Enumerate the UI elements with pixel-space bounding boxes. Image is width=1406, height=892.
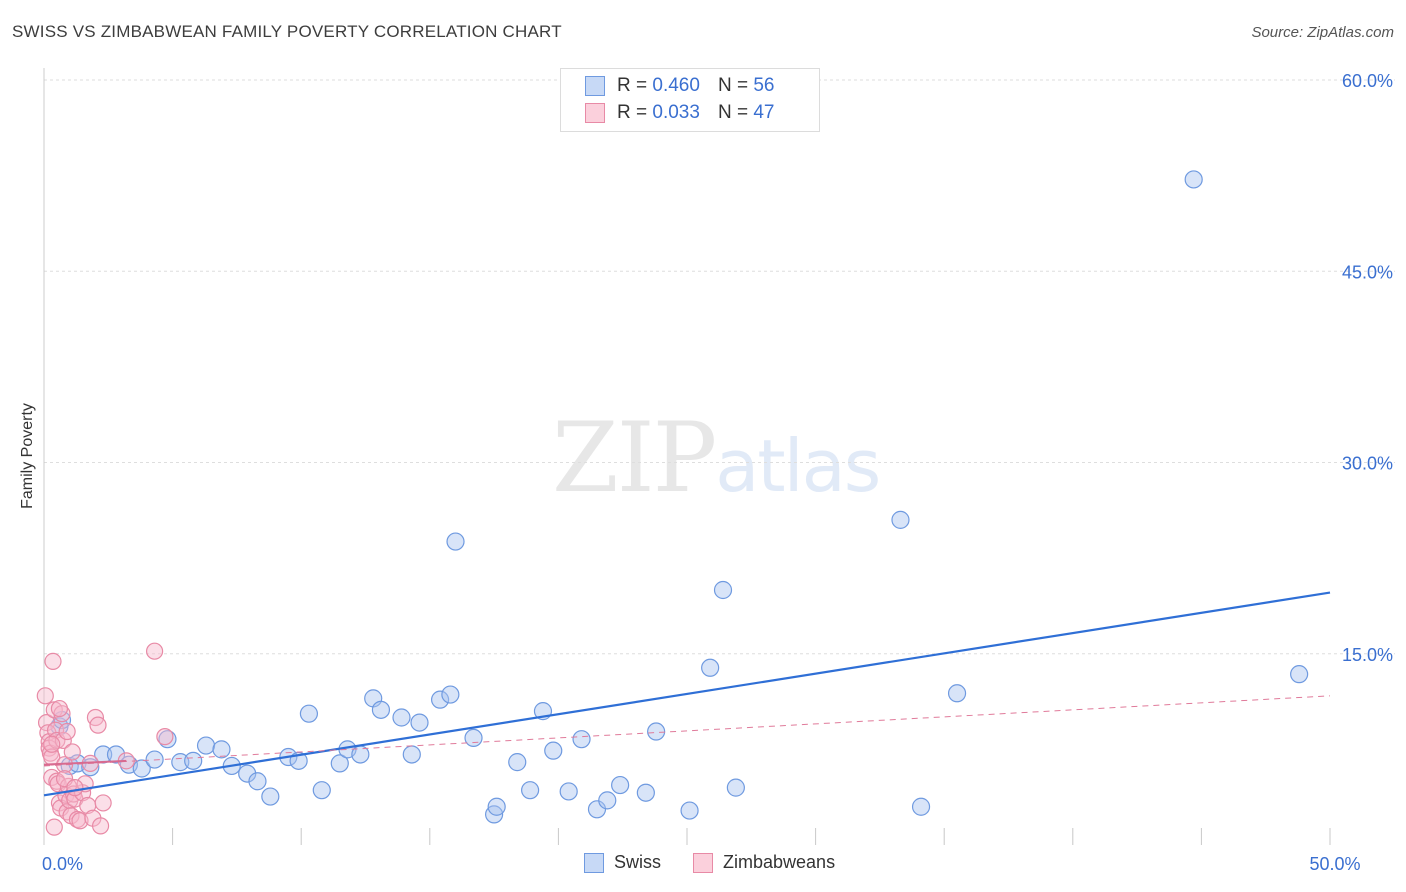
y-tick-label: 15.0% [1342,645,1393,665]
correlation-legend: R = 0.460 N = 56 R = 0.033 N = 47 [560,68,820,132]
swiss-point [248,772,267,791]
legend-r-label: R = [617,75,648,96]
data-points [36,170,1309,836]
series-legend-zimbabweans: Zimbabweans [693,852,835,873]
tick-labels: 15.0% 30.0% 45.0% 60.0% 0.0% 50.0% [42,71,1393,874]
zimbabwean-point [71,812,89,830]
series-swatch-swiss [584,852,604,873]
axes [43,68,1331,845]
zimbabwean-point [156,728,174,746]
legend-n-label: N = [717,75,749,96]
x-tick-label: 50.0% [1309,854,1360,874]
legend-r-value: 0.460 [652,75,700,96]
swiss-point [196,736,216,755]
legend-swatch-zimbabweans [585,103,605,123]
legend-row-zimbabweans: R = 0.033 N = 47 [585,101,774,125]
y-tick-label: 30.0% [1342,454,1393,474]
swiss-point [238,764,257,783]
swiss-point [911,797,931,816]
swiss-point [430,690,450,709]
zimbabwean-point [91,817,110,835]
zimbabwean-point [36,687,54,705]
swiss-point [171,753,190,772]
swiss-point [598,791,617,810]
zimbabwean-point [45,818,63,836]
legend-row-swiss: R = 0.460 N = 56 [585,74,774,98]
swiss-point [713,580,733,600]
legend-n-value: 47 [753,102,775,123]
swiss-point [891,510,910,529]
swiss-point [726,778,745,797]
series-swatch-zimbabweans [693,852,714,873]
swiss-point [441,685,460,704]
zimbabwean-trend-segment [43,759,127,766]
legend-r-label: R = [617,102,648,123]
series-legend-swiss: Swiss [584,852,661,873]
series-label-swiss: Swiss [614,852,662,872]
swiss-point [587,800,607,819]
swiss-point [402,745,421,764]
swiss-point [464,728,483,748]
swiss-point [158,730,177,749]
swiss-point [559,782,578,801]
swiss-point [636,783,655,802]
watermark: ZIPatlas [552,402,881,514]
swiss-point [446,532,465,551]
swiss-point [544,741,563,760]
swiss-point [106,745,126,764]
y-tick-label: 60.0% [1342,71,1393,91]
swiss-point [184,751,203,770]
zimbabwean-point [66,779,84,797]
swiss-point [1290,665,1309,684]
legend-r-value: 0.033 [652,102,700,123]
zimbabwean-point [145,642,164,660]
y-tick-label: 45.0% [1342,262,1393,282]
swiss-point [261,787,280,806]
swiss-point [487,797,506,816]
swiss-point [392,708,411,727]
source-credit: Source: ZipAtlas.com [1251,24,1394,41]
chart-title: SWISS VS ZIMBABWEAN FAMILY POVERTY CORRE… [12,22,562,41]
swiss-point [611,775,630,795]
swiss-point [701,658,720,677]
zimbabwean-point [43,735,61,753]
swiss-point [680,801,699,820]
swiss-point [521,781,540,800]
legend-n-value: 56 [753,75,775,96]
swiss-point [947,684,967,703]
swiss-point [312,781,331,800]
zimbabwean-trend-line [43,695,1331,767]
zimbabwean-point [58,722,76,741]
zimbabwean-point [44,652,62,671]
zimbabwean-point [89,716,107,734]
zimbabwean-point [94,794,112,812]
swiss-trend-line [43,591,1331,797]
swiss-point [508,753,527,772]
swiss-point [132,759,151,778]
swiss-point [212,740,231,759]
x-tick-label: 0.0% [42,854,83,874]
swiss-point [410,713,429,732]
gridlines [44,79,1395,655]
legend-swatch-swiss [585,76,605,96]
swiss-point [572,730,591,749]
swiss-point [299,704,319,723]
zimbabwean-point [63,743,81,761]
trend-lines [43,591,1331,797]
watermark-zip: ZIP [552,402,717,514]
swiss-point [1184,170,1203,189]
swiss-point [647,722,666,741]
series-legend: Swiss Zimbabweans [584,852,867,873]
series-label-zimbabweans: Zimbabweans [723,852,836,872]
watermark-atlas: atlas [715,424,881,508]
swiss-point [330,754,349,773]
legend-n-label: N = [717,102,749,123]
swiss-point [371,700,391,719]
zimbabwean-point [50,699,69,718]
